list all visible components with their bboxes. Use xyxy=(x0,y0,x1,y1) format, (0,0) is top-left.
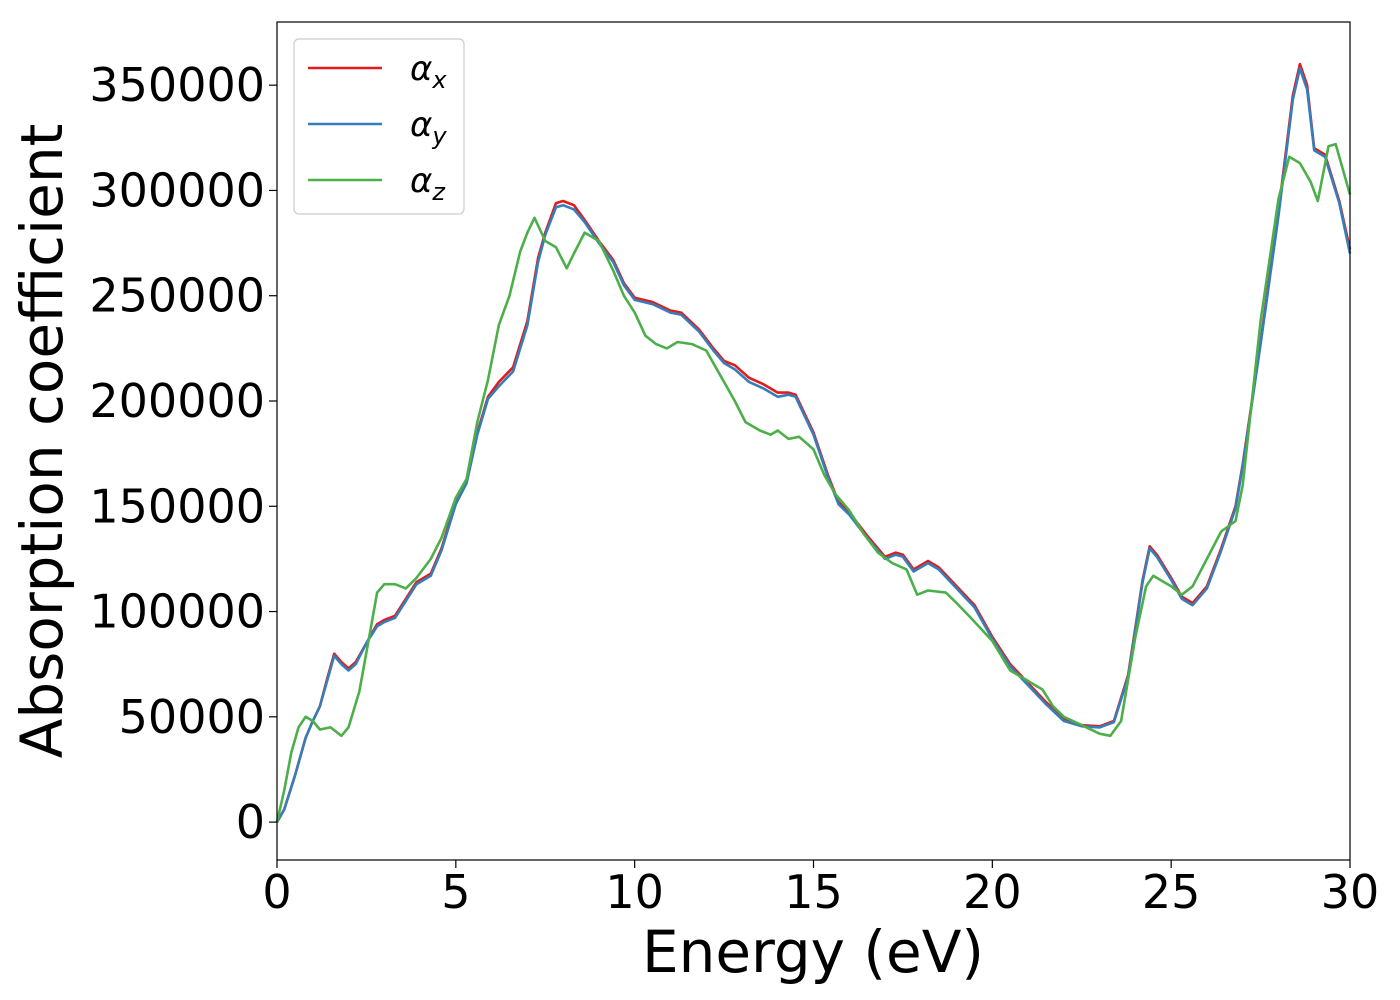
y-tick-label: 350000 xyxy=(89,58,265,112)
series-line-z xyxy=(275,142,1352,823)
y-tick-label: 250000 xyxy=(89,269,265,323)
x-tick-label: 20 xyxy=(963,865,1022,919)
y-tick-label: 0 xyxy=(236,795,265,849)
y-tick-label: 100000 xyxy=(89,585,265,639)
y-tick-label: 150000 xyxy=(89,479,265,533)
x-tick-label: 25 xyxy=(1142,865,1201,919)
legend: αx αy αz xyxy=(293,38,465,215)
series-layer xyxy=(275,62,1352,823)
x-axis: 0 5 10 15 20 25 30 xyxy=(262,860,1379,919)
y-tick-label: 50000 xyxy=(119,690,265,744)
legend-label-y: αy xyxy=(410,105,447,150)
y-tick-label: 300000 xyxy=(89,163,265,217)
legend-label-z: αz xyxy=(410,161,446,206)
x-axis-title: Energy (eV) xyxy=(642,918,984,986)
legend-box xyxy=(293,38,465,215)
x-tick-label: 5 xyxy=(441,865,470,919)
y-tick-label: 200000 xyxy=(89,374,265,428)
x-tick-label: 15 xyxy=(784,865,843,919)
series-line-y xyxy=(275,67,1352,823)
legend-label-x: αx xyxy=(410,49,447,94)
y-axis-title: Absorption coefficient xyxy=(8,124,76,759)
x-tick-label: 10 xyxy=(605,865,664,919)
y-axis: 0 50000 100000 150000 200000 250000 300000 3500… xyxy=(89,58,277,849)
x-tick-label: 0 xyxy=(262,865,291,919)
x-tick-label: 30 xyxy=(1321,865,1380,919)
